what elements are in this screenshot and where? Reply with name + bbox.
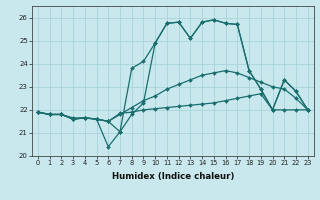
X-axis label: Humidex (Indice chaleur): Humidex (Indice chaleur) bbox=[112, 172, 234, 181]
